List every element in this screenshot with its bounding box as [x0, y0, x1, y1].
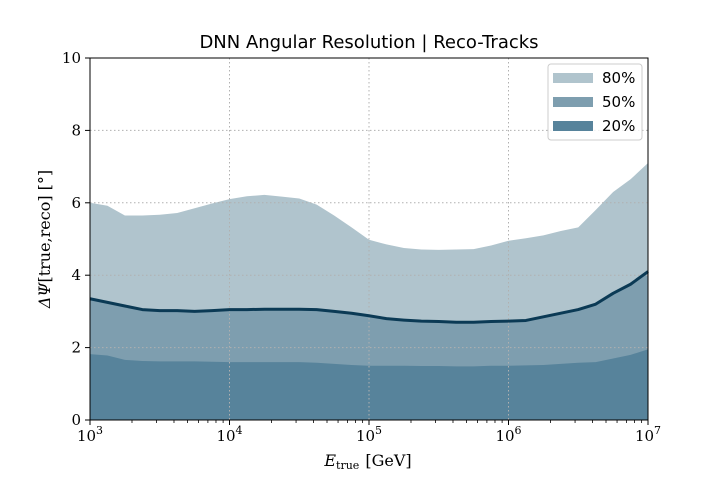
chart-title: DNN Angular Resolution | Reco-Tracks	[199, 32, 538, 53]
legend: 80% 50% 20%	[547, 63, 643, 141]
y-tick-label: 6	[71, 194, 81, 212]
x-tick-label: 105	[356, 424, 382, 445]
y-tick-label: 8	[71, 121, 81, 139]
y-tick-label: 10	[62, 49, 81, 67]
y-axis-label: ΔΨ[true,reco] [°]	[35, 170, 54, 309]
x-axis-label: Etrue [GeV]	[323, 451, 411, 472]
median-line	[89, 270, 649, 324]
legend-swatch-2	[553, 121, 593, 131]
y-ticks: 0 2 4 6 8 10	[62, 49, 90, 429]
legend-label-2: 20%	[602, 117, 635, 135]
x-tick-label: 106	[495, 424, 521, 445]
y-tick-label: 4	[71, 266, 81, 284]
y-tick-label: 0	[71, 411, 81, 429]
x-tick-label: 104	[216, 424, 242, 445]
x-ticks: 103 104 105 106 107	[77, 420, 661, 445]
legend-swatch-0	[553, 73, 593, 83]
y-tick-label: 2	[71, 339, 81, 357]
x-tick-label: 103	[77, 424, 103, 445]
median-line-group	[89, 270, 649, 324]
legend-label-0: 80%	[602, 69, 635, 87]
legend-swatch-1	[553, 97, 593, 107]
x-tick-label: 107	[635, 424, 661, 445]
legend-label-1: 50%	[602, 93, 635, 111]
